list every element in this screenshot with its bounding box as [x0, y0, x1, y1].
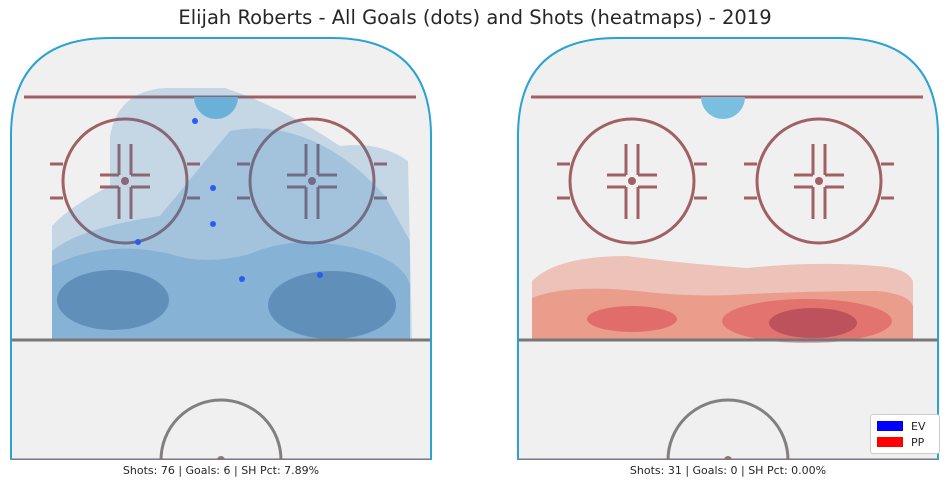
- goal-crease: [194, 97, 238, 119]
- heatmap-level-2: [52, 128, 410, 341]
- heatmap-level-1: [532, 256, 913, 341]
- legend: EV PP: [870, 414, 940, 454]
- faceoff-dot-left: [628, 177, 636, 185]
- stats-text-ev: Shots: 76 | Goals: 6 | SH Pct: 7.89%: [122, 464, 320, 477]
- legend-label-ev: EV: [911, 419, 926, 433]
- goal-dot: [192, 118, 198, 124]
- faceoff-circle-left: [557, 117, 707, 245]
- goal-crease: [701, 97, 745, 119]
- chart-title: Elijah Roberts - All Goals (dots) and Sh…: [178, 6, 772, 29]
- ev-swatch: [877, 421, 903, 431]
- rink-ev: [10, 37, 432, 460]
- ice-surface: [10, 37, 432, 460]
- legend-item-pp: PP: [877, 435, 924, 449]
- faceoff-circle-right: [744, 117, 894, 245]
- goal-dot: [135, 239, 141, 245]
- heatmap-level-3: [722, 299, 892, 343]
- rink-pp: [517, 37, 939, 460]
- stats-text-pp: Shots: 31 | Goals: 0 | SH Pct: 0.00%: [629, 464, 827, 477]
- goal-dot: [210, 185, 216, 191]
- heatmap-level-2: [532, 288, 913, 341]
- faceoff-circle-left: [50, 117, 200, 245]
- heatmap-level-3: [587, 306, 677, 332]
- heatmap-level-3: [52, 242, 410, 341]
- faceoff-dot-left: [121, 177, 129, 185]
- faceoff-dot-right: [308, 177, 316, 185]
- heatmap-level-4: [769, 308, 857, 338]
- faceoff-circle-right: [237, 117, 387, 245]
- goal-dot: [239, 276, 245, 282]
- heatmap-level-1: [52, 88, 412, 341]
- center-circle: [159, 398, 283, 460]
- goal-dot: [210, 221, 216, 227]
- faceoff-dot-right: [815, 177, 823, 185]
- ice-surface: [517, 37, 939, 460]
- heatmap-level-4: [57, 270, 169, 330]
- heatmap-level-4: [268, 271, 396, 339]
- legend-label-pp: PP: [911, 435, 925, 449]
- legend-item-ev: EV: [877, 419, 925, 433]
- pp-swatch: [877, 437, 903, 447]
- goal-dot: [317, 272, 323, 278]
- center-circle: [666, 398, 790, 460]
